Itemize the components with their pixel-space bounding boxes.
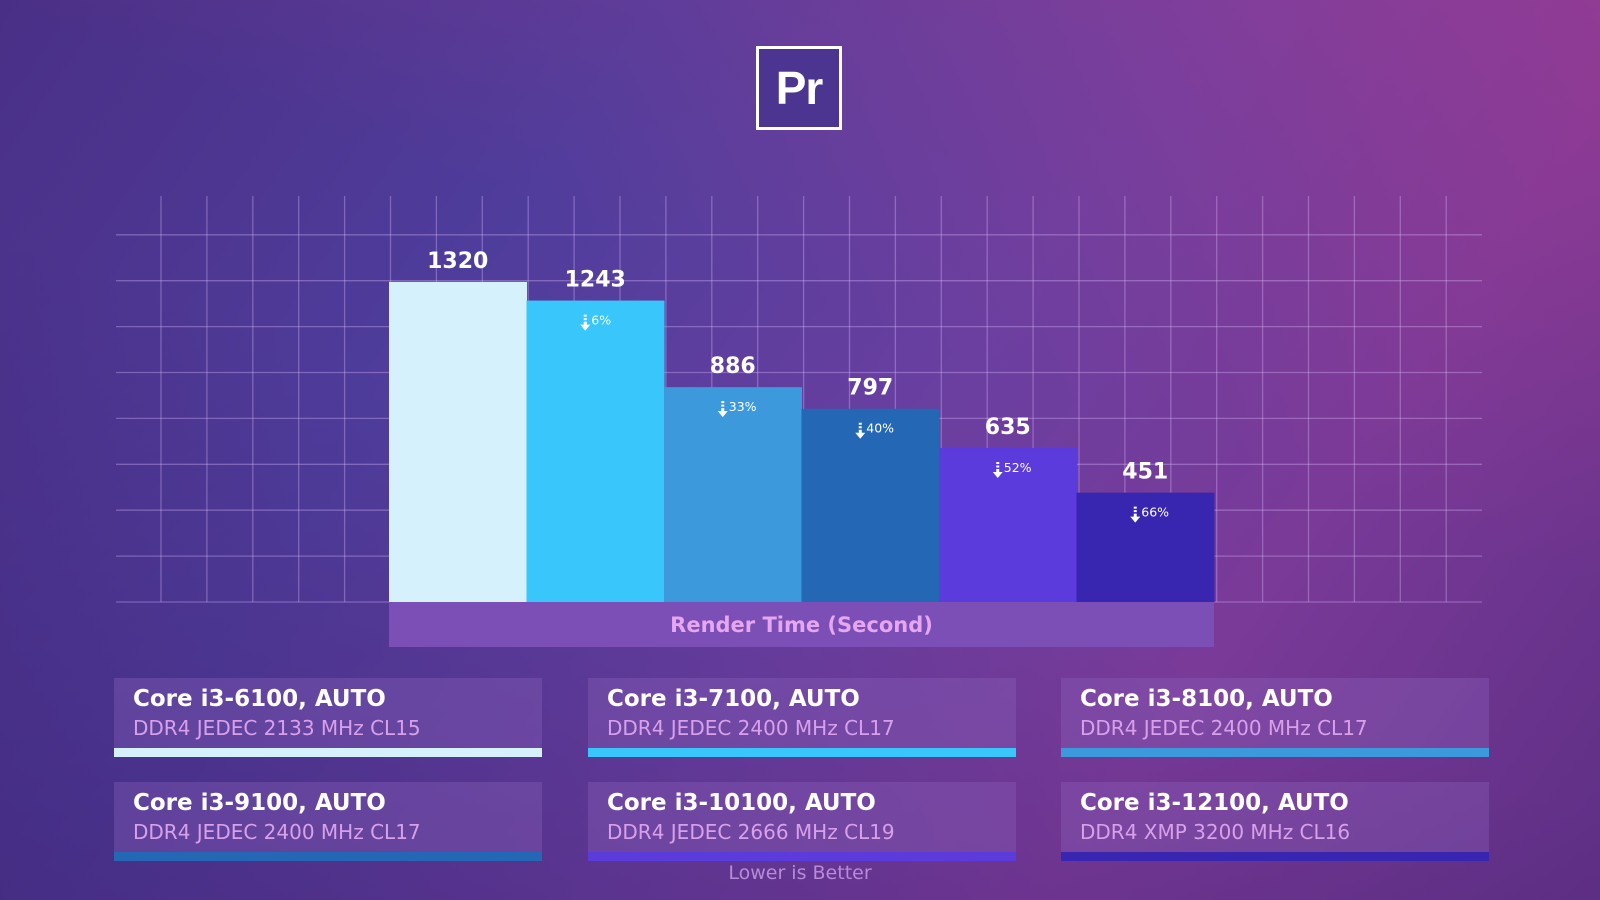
bar <box>389 281 527 602</box>
legend-item: Core i3-10100, AUTO DDR4 JEDEC 2666 MHz … <box>588 782 1016 861</box>
down-arrow-icon <box>992 462 1003 479</box>
bar <box>1076 492 1215 602</box>
legend-subtitle: DDR4 JEDEC 2666 MHz CL19 <box>607 820 895 844</box>
bar-value-label: 451 <box>1122 460 1168 485</box>
legend-item: Core i3-7100, AUTO DDR4 JEDEC 2400 MHz C… <box>588 678 1016 757</box>
bar <box>664 387 802 602</box>
bar-value-label: 797 <box>847 376 893 401</box>
bar-value-label: 1320 <box>427 249 488 274</box>
legend-color-swatch <box>588 748 1016 757</box>
legend-title: Core i3-7100, AUTO <box>607 686 860 712</box>
legend-subtitle: DDR4 JEDEC 2400 MHz CL17 <box>1080 716 1368 740</box>
bar-value-label: 886 <box>710 354 756 379</box>
reduction-label: 52% <box>1004 460 1032 475</box>
legend-title: Core i3-9100, AUTO <box>133 790 386 816</box>
down-arrow-icon <box>580 314 591 331</box>
legend-item: Core i3-6100, AUTO DDR4 JEDEC 2133 MHz C… <box>114 678 542 757</box>
reduction-label: 33% <box>729 399 757 414</box>
legend-color-swatch <box>588 852 1016 861</box>
legend-subtitle: DDR4 JEDEC 2133 MHz CL15 <box>133 716 421 740</box>
down-arrow-icon <box>1130 506 1141 523</box>
legend-color-swatch <box>1061 748 1489 757</box>
legend-title: Core i3-10100, AUTO <box>607 790 876 816</box>
legend-color-swatch <box>114 852 542 861</box>
legend-item: Core i3-9100, AUTO DDR4 JEDEC 2400 MHz C… <box>114 782 542 861</box>
footnote: Lower is Better <box>728 862 872 884</box>
legend-item: Core i3-12100, AUTO DDR4 XMP 3200 MHz CL… <box>1061 782 1489 861</box>
reduction-label: 40% <box>866 421 894 436</box>
legend-title: Core i3-6100, AUTO <box>133 686 386 712</box>
legend-title: Core i3-12100, AUTO <box>1080 790 1349 816</box>
legend-subtitle: DDR4 JEDEC 2400 MHz CL17 <box>607 716 895 740</box>
legend-subtitle: DDR4 JEDEC 2400 MHz CL17 <box>133 820 421 844</box>
bar <box>801 408 940 602</box>
premiere-pro-logo: Pr <box>756 46 842 130</box>
legend-color-swatch <box>114 748 542 757</box>
legend-item: Core i3-8100, AUTO DDR4 JEDEC 2400 MHz C… <box>1061 678 1489 757</box>
legend-title: Core i3-8100, AUTO <box>1080 686 1333 712</box>
legend-color-swatch <box>1061 852 1489 861</box>
reduction-label: 6% <box>591 313 611 328</box>
down-arrow-icon <box>717 401 728 418</box>
bar-value-label: 1243 <box>565 268 626 293</box>
legend-subtitle: DDR4 XMP 3200 MHz CL16 <box>1080 820 1351 844</box>
down-arrow-icon <box>855 422 866 439</box>
bar <box>526 300 665 602</box>
bar-value-label: 635 <box>985 415 1031 440</box>
reduction-label: 66% <box>1141 505 1169 520</box>
x-axis-label: Render Time (Second) <box>389 602 1214 647</box>
bar <box>939 448 1077 602</box>
